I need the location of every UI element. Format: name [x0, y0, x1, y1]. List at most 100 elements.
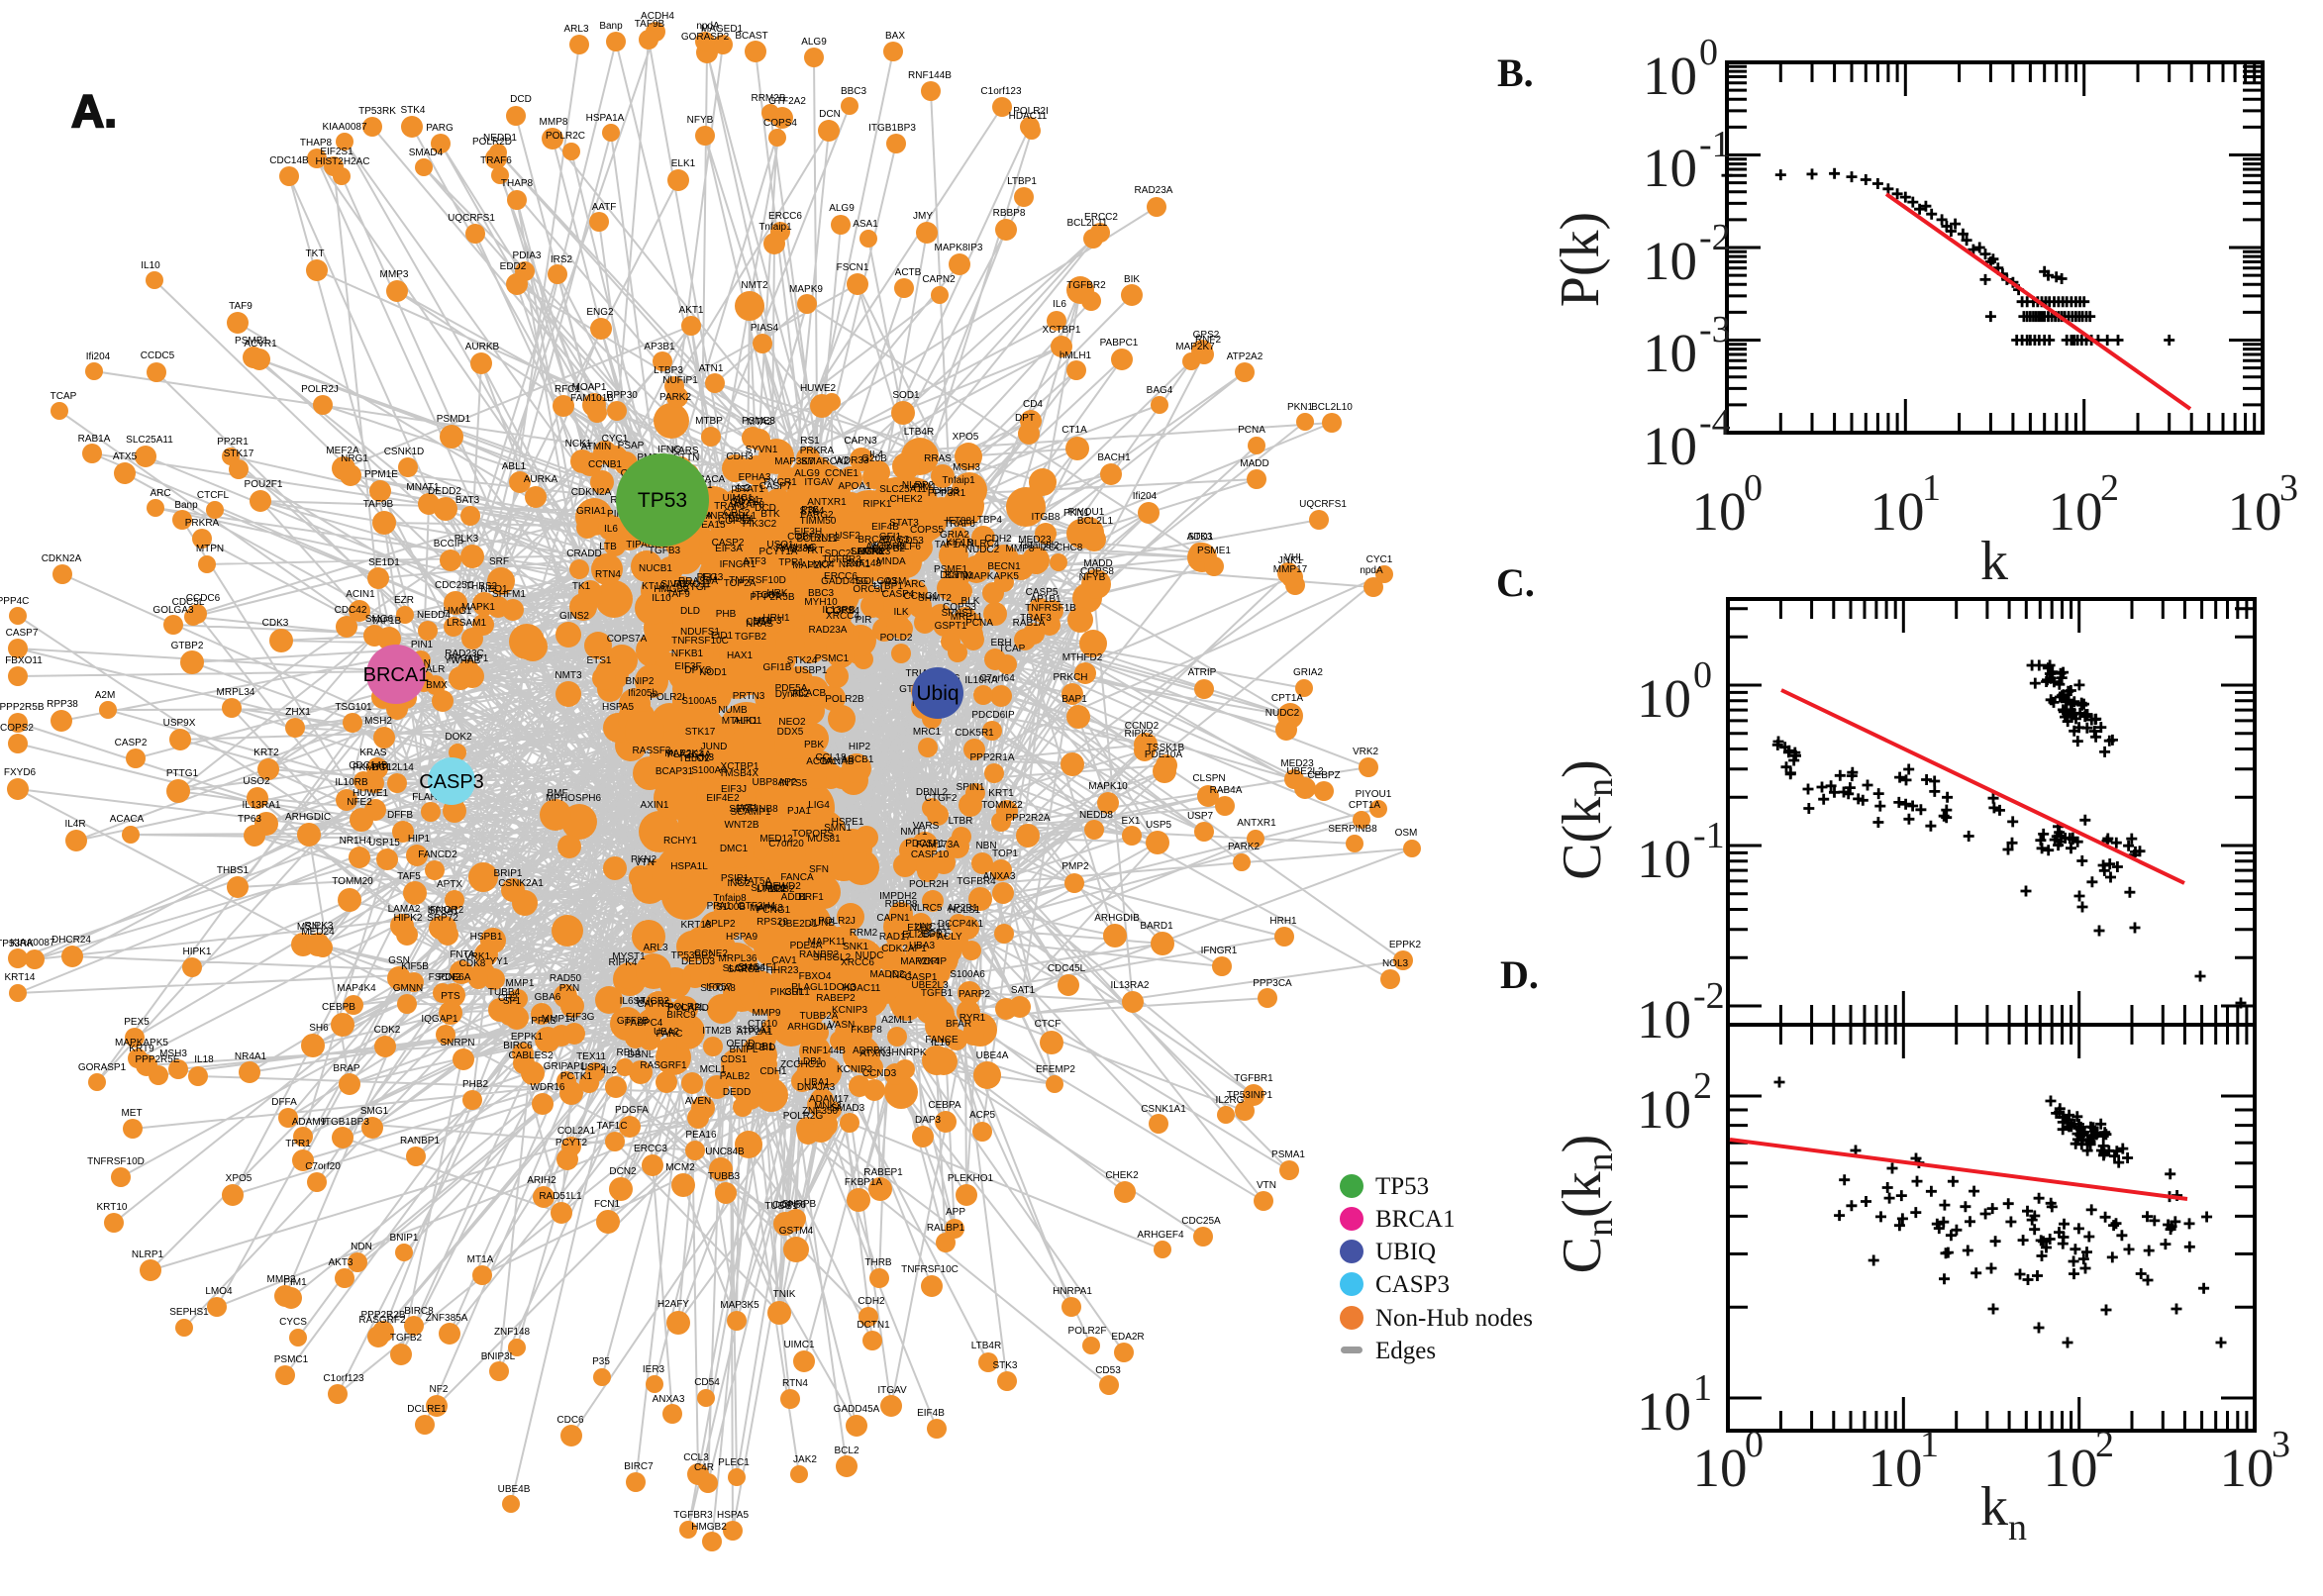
svg-text:NEDD4: NEDD4: [417, 610, 451, 621]
svg-text:CASP4: CASP4: [882, 589, 915, 600]
svg-text:HRK: HRK: [766, 588, 787, 599]
svg-text:IL2: IL2: [603, 1065, 617, 1076]
svg-text:KT18: KT18: [642, 581, 665, 592]
svg-text:SCAMP1: SCAMP1: [730, 807, 771, 818]
svg-text:PCYT1A: PCYT1A: [759, 547, 798, 557]
svg-text:INTS5: INTS5: [779, 778, 808, 789]
svg-text:TPR1: TPR1: [285, 1139, 311, 1149]
svg-text:PPM1E: PPM1E: [364, 469, 398, 480]
svg-text:GINS2: GINS2: [559, 611, 589, 622]
svg-text:Ifi204: Ifi204: [1133, 491, 1158, 502]
svg-text:UBA1: UBA1: [804, 1077, 831, 1088]
svg-text:ASA1: ASA1: [853, 219, 878, 230]
svg-text:THBS2: THBS2: [465, 581, 498, 592]
svg-text:RTN4: RTN4: [595, 569, 621, 580]
svg-text:COPS2: COPS2: [0, 723, 34, 734]
svg-text:DEDD2: DEDD2: [428, 486, 461, 497]
svg-text:BAT3: BAT3: [455, 495, 480, 506]
svg-text:ILK: ILK: [893, 607, 908, 618]
svg-text:Tnfaip8: Tnfaip8: [713, 893, 747, 904]
svg-text:PCNA: PCNA: [1238, 425, 1265, 436]
svg-text:COPS5: COPS5: [910, 525, 944, 536]
svg-text:GFI1: GFI1: [879, 532, 902, 543]
svg-text:AKAP8: AKAP8: [733, 500, 765, 511]
svg-text:POLR2J: POLR2J: [818, 916, 856, 927]
svg-text:PLEKHO1: PLEKHO1: [948, 1173, 994, 1184]
svg-text:STAT1: STAT1: [735, 484, 764, 495]
svg-text:TGFBR1: TGFBR1: [1234, 1073, 1273, 1084]
svg-text:TGFBR3: TGFBR3: [822, 554, 861, 565]
svg-text:ACACA: ACACA: [110, 814, 145, 825]
svg-text:PTTG1: PTTG1: [166, 768, 199, 779]
svg-text:PSME1: PSME1: [1197, 546, 1231, 556]
svg-text:RAD50: RAD50: [550, 973, 582, 984]
svg-text:RABEP2: RABEP2: [816, 993, 856, 1004]
svg-text:MAPKAPK5: MAPKAPK5: [965, 571, 1019, 582]
svg-text:TRAF6: TRAF6: [944, 519, 975, 530]
svg-text:EID1: EID1: [711, 631, 734, 642]
svg-text:C1orf123: C1orf123: [980, 86, 1022, 97]
svg-text:10-2: 10-2: [1643, 217, 1731, 291]
svg-text:CEBPA: CEBPA: [928, 1100, 960, 1111]
svg-text:GBA6: GBA6: [535, 992, 561, 1003]
svg-text:101: 101: [1870, 467, 1942, 542]
svg-text:TAF1C: TAF1C: [597, 1121, 628, 1132]
svg-text:STK3: STK3: [1187, 532, 1212, 543]
svg-text:S100A5: S100A5: [681, 696, 717, 707]
svg-text:MCM2: MCM2: [665, 1162, 695, 1173]
svg-text:TOMM20: TOMM20: [332, 876, 373, 887]
svg-text:VARS: VARS: [913, 821, 940, 832]
svg-text:PXN: PXN: [559, 983, 580, 994]
svg-text:CDH3: CDH3: [726, 451, 754, 462]
svg-text:RTN4: RTN4: [782, 1378, 808, 1389]
svg-text:RAB1A: RAB1A: [1013, 618, 1046, 629]
svg-text:NLRC4: NLRC4: [967, 539, 1000, 549]
svg-text:NFYB: NFYB: [687, 115, 714, 126]
svg-text:ZNF148: ZNF148: [846, 558, 882, 569]
svg-text:Ubiq: Ubiq: [916, 682, 959, 705]
svg-text:DEDD3: DEDD3: [681, 956, 715, 967]
svg-text:ACACA: ACACA: [691, 474, 726, 485]
svg-text:GPS1: GPS1: [734, 495, 760, 506]
svg-text:NOD1: NOD1: [699, 667, 727, 678]
svg-text:PSMC1: PSMC1: [274, 1354, 309, 1365]
svg-text:NOL3: NOL3: [1382, 958, 1409, 969]
svg-text:KRT14: KRT14: [5, 972, 36, 983]
svg-text:101: 101: [1868, 1424, 1940, 1498]
svg-text:CASP2: CASP2: [712, 538, 745, 549]
svg-text:HMGB2: HMGB2: [654, 584, 689, 595]
svg-text:GRIA2: GRIA2: [940, 530, 969, 541]
svg-text:TNFRSF10C: TNFRSF10C: [901, 1264, 959, 1275]
svg-text:MAP3K7: MAP3K7: [774, 456, 814, 467]
svg-text:NR4A1: NR4A1: [235, 1051, 267, 1062]
svg-text:HHR23: HHR23: [766, 965, 799, 976]
svg-text:STK4: STK4: [799, 506, 824, 517]
svg-text:CCL3: CCL3: [683, 1452, 709, 1463]
svg-text:TKT: TKT: [806, 546, 825, 556]
svg-text:CAPN2: CAPN2: [922, 274, 956, 285]
svg-text:TGFB2: TGFB2: [735, 632, 767, 643]
svg-text:UBE4B: UBE4B: [498, 1484, 531, 1495]
svg-text:NFE2: NFE2: [347, 797, 372, 808]
svg-text:SLITRK3: SLITRK3: [851, 547, 891, 557]
svg-text:OSM: OSM: [884, 576, 907, 587]
svg-text:USF2: USF2: [835, 531, 860, 542]
svg-text:CD4: CD4: [1023, 399, 1043, 410]
svg-text:HSPA5: HSPA5: [717, 1510, 749, 1521]
svg-text:NR4A1: NR4A1: [839, 559, 871, 570]
svg-text:BCAST: BCAST: [735, 31, 767, 42]
svg-text:Dynlrb2: Dynlrb2: [775, 689, 810, 700]
svg-text:C7orf64: C7orf64: [979, 673, 1015, 684]
svg-text:IRS2: IRS2: [551, 254, 573, 265]
svg-text:TOP1: TOP1: [992, 848, 1018, 859]
svg-text:SMAD4: SMAD4: [409, 148, 444, 158]
svg-text:PEA16: PEA16: [685, 1130, 717, 1141]
svg-text:MMP9: MMP9: [753, 1008, 781, 1019]
svg-text:FLAR: FLAR: [412, 792, 438, 803]
svg-text:PCNA: PCNA: [965, 618, 993, 629]
svg-text:XPO5: XPO5: [953, 432, 979, 443]
svg-text:KRT10: KRT10: [97, 1202, 128, 1213]
svg-text:PIYOU1: PIYOU1: [1356, 789, 1392, 800]
svg-text:CDC42: CDC42: [335, 605, 367, 616]
svg-text:GSN: GSN: [388, 955, 410, 966]
